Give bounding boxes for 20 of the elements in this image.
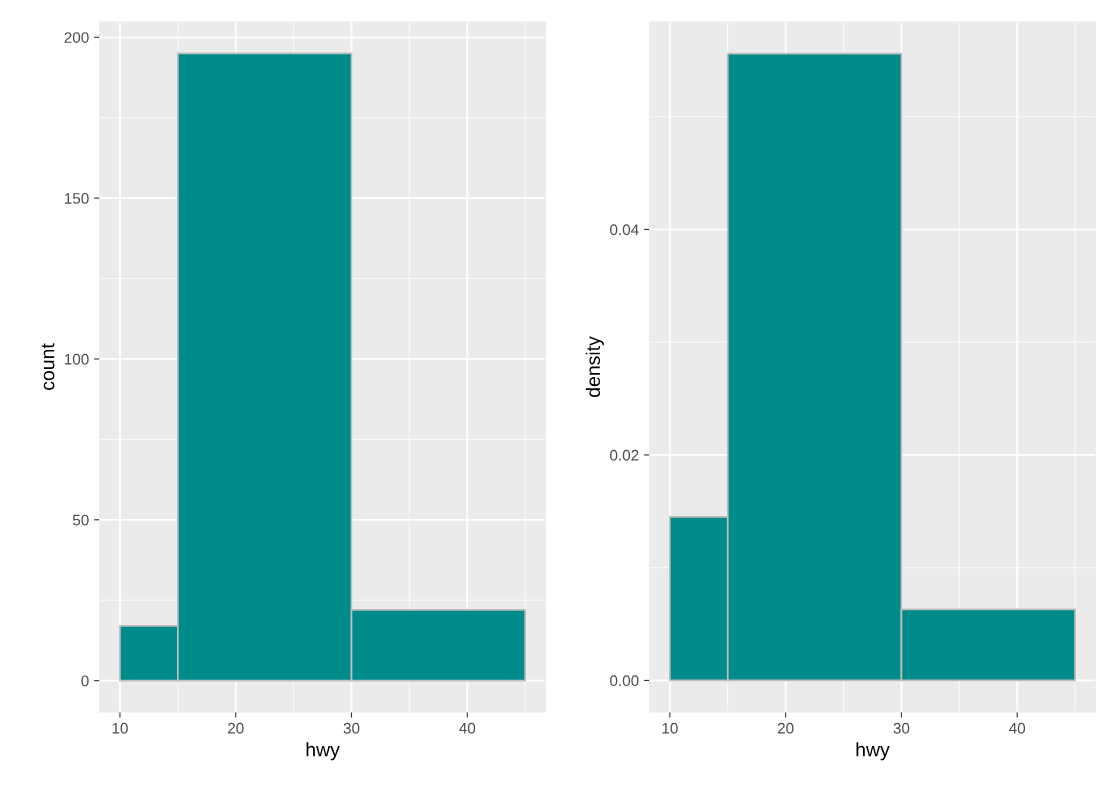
y-axis-title: count xyxy=(41,343,55,390)
y-tick-label: 0.02 xyxy=(610,449,639,461)
x-tick-label: 30 xyxy=(343,722,360,734)
x-tick-label: 40 xyxy=(1009,722,1026,734)
x-axis-title: hwy xyxy=(306,742,340,761)
x-tick-label: 10 xyxy=(112,722,128,734)
y-tick-label: 0.00 xyxy=(610,675,639,687)
y-tick-label: 100 xyxy=(64,353,89,365)
y-tick-label: 200 xyxy=(64,32,89,43)
x-axis-title: hwy xyxy=(856,742,890,761)
x-tick-label: 20 xyxy=(777,722,794,734)
x-tick-label: 40 xyxy=(459,722,476,734)
y-tick-label: 150 xyxy=(64,192,89,204)
y-tick-label: 50 xyxy=(72,514,89,526)
x-tick-label: 20 xyxy=(228,722,244,734)
x-tick-label: 10 xyxy=(662,722,678,734)
y-axis-title: density xyxy=(585,336,604,397)
y-tick-label: 0 xyxy=(81,675,89,687)
x-tick-label: 30 xyxy=(893,722,910,734)
y-tick-label: 0.04 xyxy=(610,224,639,236)
